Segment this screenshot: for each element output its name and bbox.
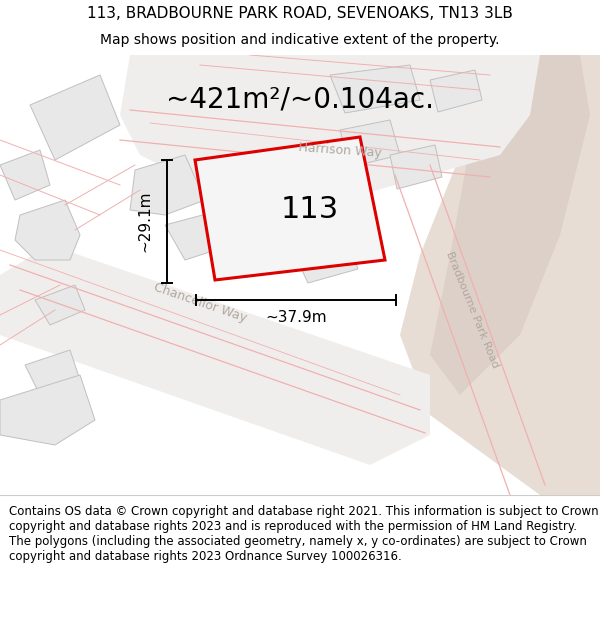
Text: Harrison Way: Harrison Way [298, 141, 382, 159]
Polygon shape [165, 213, 225, 260]
Polygon shape [330, 65, 420, 113]
Polygon shape [25, 350, 80, 395]
Polygon shape [390, 145, 442, 189]
Polygon shape [130, 155, 205, 215]
Text: 113, BRADBOURNE PARK ROAD, SEVENOAKS, TN13 3LB: 113, BRADBOURNE PARK ROAD, SEVENOAKS, TN… [87, 6, 513, 21]
Text: Contains OS data © Crown copyright and database right 2021. This information is : Contains OS data © Crown copyright and d… [9, 506, 599, 563]
Text: Chancellor Way: Chancellor Way [152, 281, 248, 325]
Polygon shape [35, 285, 85, 325]
Text: Map shows position and indicative extent of the property.: Map shows position and indicative extent… [100, 32, 500, 47]
Polygon shape [15, 200, 80, 260]
Polygon shape [30, 75, 120, 160]
Text: ~37.9m: ~37.9m [265, 311, 327, 326]
Polygon shape [340, 120, 400, 167]
Polygon shape [0, 150, 50, 200]
Polygon shape [290, 233, 358, 283]
Polygon shape [0, 245, 430, 465]
Polygon shape [400, 55, 600, 495]
Text: ~421m²/~0.104ac.: ~421m²/~0.104ac. [166, 86, 434, 114]
Text: ~29.1m: ~29.1m [137, 191, 152, 253]
Polygon shape [120, 55, 540, 195]
Polygon shape [225, 220, 295, 271]
Polygon shape [430, 70, 482, 112]
Polygon shape [195, 137, 385, 280]
Text: Bradbourne Park Road: Bradbourne Park Road [444, 250, 500, 370]
Polygon shape [0, 375, 95, 445]
Polygon shape [430, 55, 590, 395]
Text: 113: 113 [281, 196, 339, 224]
